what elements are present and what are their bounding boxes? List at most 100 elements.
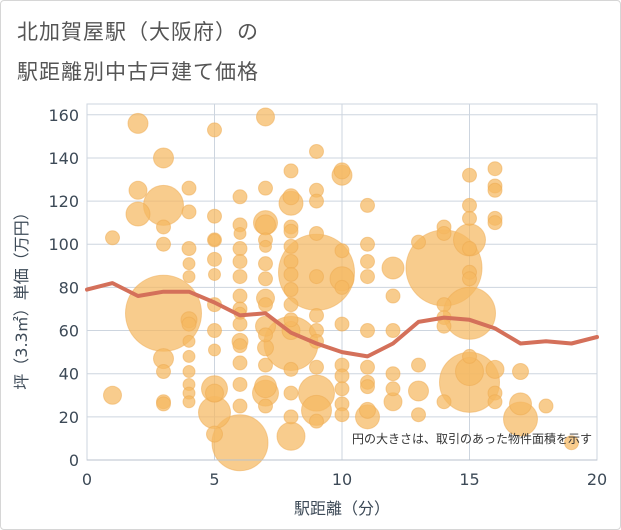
- data-point: [360, 379, 375, 395]
- data-point: [125, 201, 151, 227]
- y-tick-label: 40: [59, 365, 79, 384]
- data-point: [309, 143, 324, 159]
- data-point: [255, 214, 276, 236]
- data-point: [334, 279, 350, 295]
- data-point: [309, 359, 324, 375]
- y-tick-label: 80: [59, 278, 79, 297]
- data-point: [334, 368, 350, 384]
- data-point: [360, 254, 375, 270]
- data-point: [156, 364, 171, 380]
- data-point: [411, 234, 426, 250]
- data-point: [156, 396, 171, 412]
- data-point: [232, 338, 248, 354]
- data-point: [207, 208, 222, 224]
- data-point: [485, 359, 505, 379]
- data-point: [436, 297, 452, 313]
- x-axis-label: 駅距離（分）: [294, 499, 390, 518]
- data-point: [462, 210, 477, 226]
- data-point: [462, 197, 477, 213]
- data-point: [127, 112, 149, 134]
- data-point: [181, 241, 197, 257]
- data-point: [359, 401, 376, 419]
- data-point: [360, 197, 375, 213]
- data-point: [182, 270, 196, 284]
- y-tick-label: 20: [59, 408, 79, 427]
- data-point: [411, 407, 426, 423]
- y-tick-label: 120: [48, 192, 79, 211]
- data-point: [182, 257, 196, 271]
- data-point: [207, 323, 222, 339]
- data-point: [360, 359, 375, 375]
- data-point: [283, 238, 299, 254]
- data-point: [283, 282, 299, 298]
- data-point: [283, 409, 299, 425]
- data-point: [282, 188, 300, 206]
- data-point: [309, 193, 324, 209]
- data-point: [283, 266, 299, 282]
- data-point: [208, 267, 221, 281]
- trend-line-series: [85, 281, 599, 359]
- data-point: [283, 254, 299, 270]
- x-tick-label: 10: [332, 470, 352, 489]
- data-point: [205, 383, 224, 403]
- data-point: [232, 269, 248, 285]
- data-point: [462, 271, 477, 287]
- data-point: [487, 182, 503, 198]
- data-point: [309, 225, 324, 241]
- data-point: [181, 180, 197, 196]
- data-point: [385, 381, 401, 397]
- data-point: [143, 184, 184, 226]
- data-point: [436, 318, 452, 334]
- data-point: [462, 167, 477, 183]
- data-point: [334, 381, 350, 397]
- x-tick-label: 0: [82, 470, 92, 489]
- x-tick-label: 15: [459, 470, 479, 489]
- data-point: [258, 357, 273, 373]
- data-point: [207, 251, 222, 267]
- chart-title-line2: 駅距離別中古戸建て価格: [17, 60, 259, 84]
- data-point: [487, 215, 503, 231]
- data-point: [462, 241, 477, 257]
- data-point: [283, 297, 299, 313]
- data-point: [254, 375, 277, 399]
- data-point: [309, 413, 324, 429]
- data-point: [360, 269, 375, 285]
- data-point: [211, 414, 269, 472]
- y-axis-label: 坪（3.3㎡）単価（万円）: [12, 204, 31, 389]
- data-point: [258, 398, 273, 414]
- y-tick-label: 100: [48, 235, 79, 254]
- chart-title-line1: 北加賀屋駅（大阪府）の: [17, 20, 259, 44]
- data-point: [258, 180, 273, 196]
- data-point: [259, 239, 272, 253]
- data-point: [360, 236, 375, 252]
- data-point: [283, 163, 299, 179]
- data-point: [487, 161, 503, 177]
- data-point: [385, 323, 401, 339]
- data-point: [208, 233, 221, 247]
- data-point: [381, 256, 405, 280]
- data-point: [258, 271, 273, 287]
- data-point: [309, 307, 324, 323]
- data-point: [436, 225, 452, 241]
- data-point: [283, 385, 299, 401]
- data-point: [181, 316, 197, 332]
- data-point: [334, 316, 350, 332]
- data-point: [283, 312, 299, 328]
- data-point: [232, 241, 248, 257]
- data-point: [462, 348, 477, 364]
- data-point: [408, 380, 429, 402]
- data-point: [182, 365, 196, 379]
- data-point: [232, 254, 248, 270]
- x-tick-label: 5: [209, 470, 219, 489]
- data-point: [156, 219, 171, 235]
- data-point: [360, 323, 375, 339]
- data-point: [233, 226, 247, 240]
- data-point: [232, 398, 248, 414]
- data-point: [232, 288, 248, 304]
- data-point: [509, 392, 532, 416]
- trend-line: [85, 281, 599, 359]
- data-point: [283, 361, 299, 377]
- data-point: [182, 334, 196, 348]
- x-tick-label: 20: [587, 470, 607, 489]
- data-point: [256, 107, 275, 127]
